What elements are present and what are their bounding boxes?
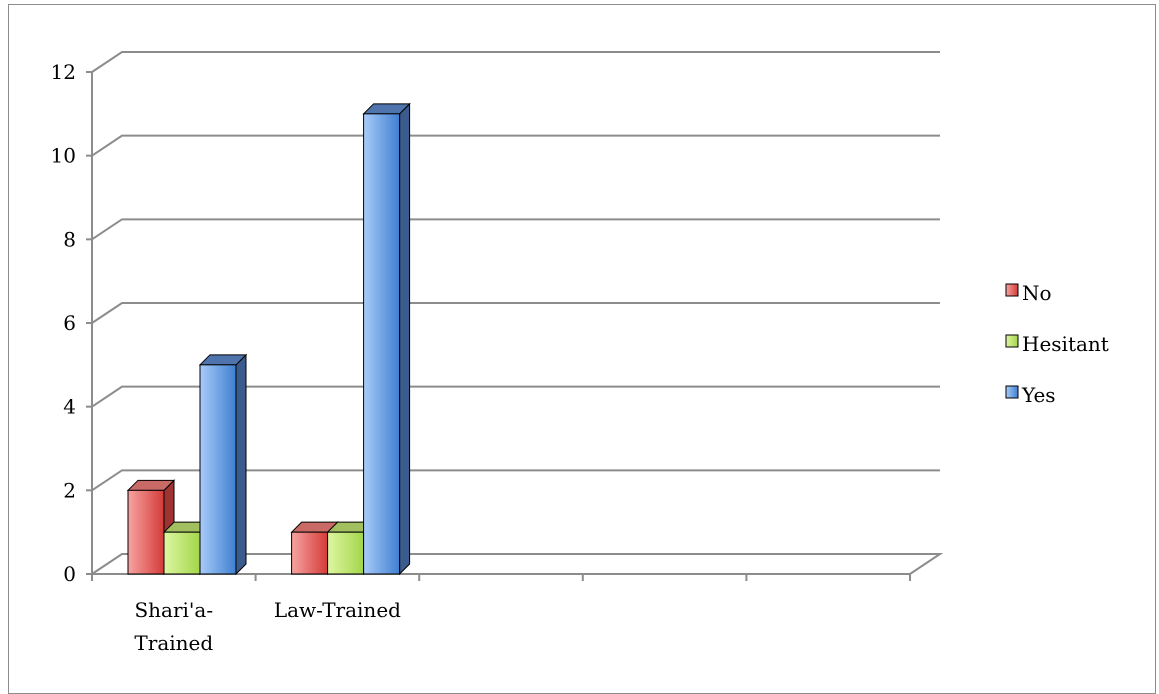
bar-yes-1 [362,102,411,576]
legend: No Hesitant Yes [1005,281,1109,407]
x-category-label: Law-Trained [274,598,401,622]
y-tick-label: 10 [51,144,76,168]
bar-front [363,113,401,575]
bar-front [291,531,329,575]
bar-chart: 0 2 4 6 8 10 12 Shari'a- Trained Law-Trained No H… [51,51,1109,655]
x-category-label: Trained [134,631,213,655]
legend-swatch [1005,283,1019,297]
x-axis: Shari'a- Trained Law-Trained [91,574,911,655]
y-tick-label: 8 [63,227,76,251]
y-tick-label: 12 [51,60,76,84]
legend-label: No [1022,281,1052,305]
bar-side [235,353,247,576]
y-tick-label: 0 [63,562,76,586]
legend-swatch [1005,334,1019,348]
y-tick-label: 6 [63,311,76,335]
x-category-label: Shari'a- [134,598,213,622]
gridline [91,134,940,157]
bar-front [163,531,201,575]
bars [126,102,411,576]
gridline [91,218,940,241]
y-axis: 0 2 4 6 8 10 12 [51,60,92,586]
y-tick-label: 2 [63,478,76,502]
bar-yes-0 [198,353,248,576]
legend-label: Hesitant [1022,332,1109,356]
bar-front [127,489,165,575]
legend-label: Yes [1021,383,1056,407]
gridline [91,469,940,492]
bar-front [327,531,365,575]
legend-swatch [1005,385,1019,399]
bar-side [399,102,411,576]
gridline [91,385,940,408]
gridlines [91,51,940,492]
gridline [91,51,940,73]
y-tick-label: 4 [63,395,76,419]
gridline [91,302,940,324]
bar-front [199,364,237,575]
